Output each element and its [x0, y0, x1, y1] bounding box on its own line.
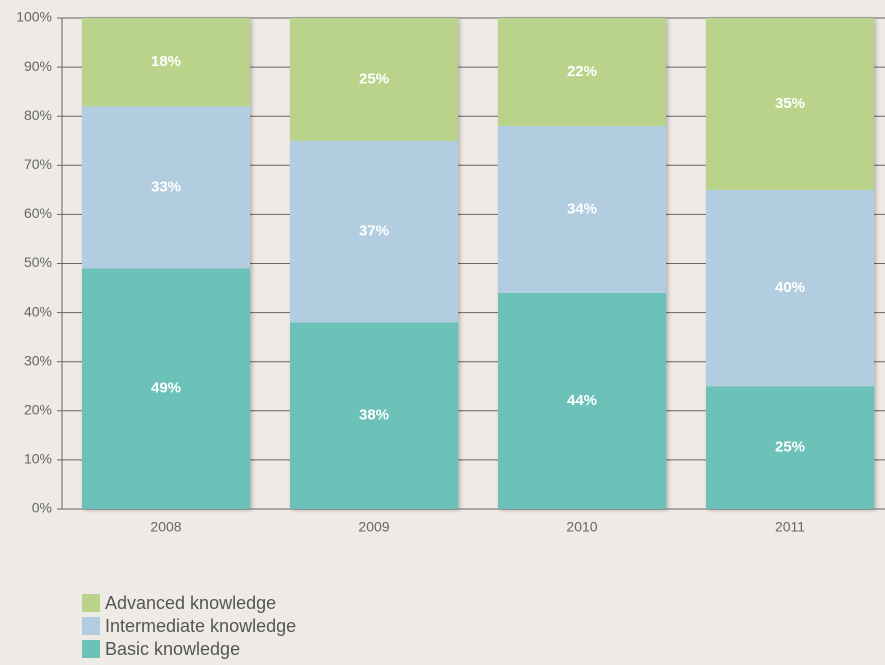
legend-label: Intermediate knowledge	[105, 616, 296, 636]
y-tick-label: 90%	[24, 58, 52, 74]
bar-segment	[498, 292, 666, 509]
bar-segment	[498, 126, 666, 293]
bar-stack	[498, 18, 666, 509]
data-label: 18%	[151, 53, 181, 70]
data-label: 37%	[359, 223, 389, 240]
y-tick-label: 0%	[32, 500, 52, 516]
y-tick-label: 20%	[24, 402, 52, 418]
bar-segment	[290, 322, 458, 509]
bar-stack	[706, 18, 874, 509]
data-label: 35%	[775, 95, 805, 112]
bar-segment	[82, 268, 250, 509]
data-label: 38%	[359, 407, 389, 424]
legend-label: Basic knowledge	[105, 639, 240, 659]
data-label: 22%	[567, 63, 597, 80]
legend-swatch	[82, 640, 100, 658]
bar-segment	[706, 189, 874, 387]
data-label: 40%	[775, 279, 805, 296]
bar-segment	[290, 18, 458, 141]
bar-segment	[82, 106, 250, 269]
x-tick-label: 2010	[566, 519, 597, 535]
x-tick-label: 2008	[150, 519, 181, 535]
y-tick-label: 40%	[24, 303, 52, 319]
y-tick-label: 80%	[24, 107, 52, 123]
y-tick-label: 100%	[16, 9, 52, 25]
data-label: 44%	[567, 392, 597, 409]
x-tick-label: 2009	[358, 519, 389, 535]
bar-segment	[290, 140, 458, 323]
data-label: 34%	[567, 200, 597, 217]
legend-label: Advanced knowledge	[105, 593, 276, 613]
x-tick-label: 2011	[775, 519, 805, 535]
bar-segment	[82, 18, 250, 107]
legend-swatch	[82, 617, 100, 635]
y-tick-label: 10%	[24, 451, 52, 467]
bar-stack	[82, 18, 250, 509]
bar-stack	[290, 18, 458, 509]
data-label: 25%	[775, 439, 805, 456]
data-label: 33%	[151, 178, 181, 195]
legend-swatch	[82, 594, 100, 612]
bar-segment	[706, 386, 874, 509]
y-tick-label: 50%	[24, 254, 52, 270]
bar-segment	[706, 18, 874, 190]
y-tick-label: 30%	[24, 352, 52, 368]
y-tick-label: 70%	[24, 156, 52, 172]
bar-segment	[498, 18, 666, 127]
data-label: 25%	[359, 70, 389, 87]
data-label: 49%	[151, 380, 181, 397]
y-tick-label: 60%	[24, 205, 52, 221]
